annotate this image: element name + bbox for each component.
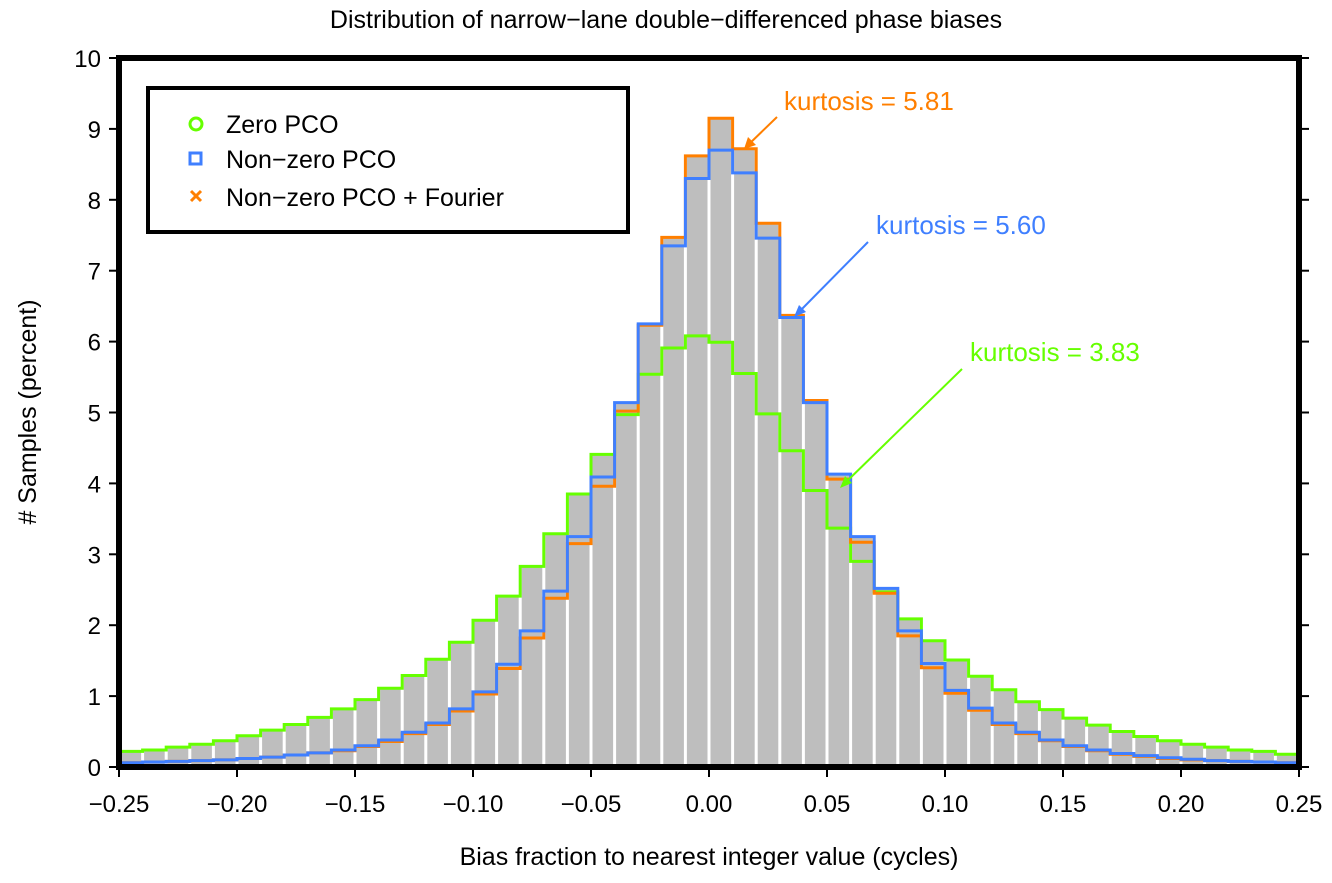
- arrowhead-blue: [794, 305, 806, 317]
- histogram-bar: [332, 708, 354, 767]
- histogram-bar: [1158, 740, 1180, 767]
- legend-label-nonzero-pco: Non−zero PCO: [226, 146, 396, 174]
- legend-box: [146, 86, 630, 234]
- histogram-bar: [356, 699, 378, 767]
- series-line-1: [119, 148, 1299, 765]
- arrowhead-green: [840, 476, 852, 488]
- histogram-bar: [262, 730, 283, 767]
- histogram-bar: [781, 315, 802, 767]
- histogram-bar: [380, 688, 401, 767]
- x-tick-label: 0.15: [1040, 791, 1087, 818]
- histogram-bar: [710, 118, 732, 767]
- histogram-bar: [804, 400, 826, 767]
- x-tick-label: 0.10: [922, 791, 969, 818]
- legend-label-nonzero-pco-fourier: Non−zero PCO + Fourier: [226, 184, 504, 212]
- histogram-bar: [616, 402, 637, 767]
- annotation-kurtosis-orange: kurtosis = 5.81: [784, 86, 954, 116]
- legend-marker-circle: [188, 116, 204, 132]
- histogram-bar: [663, 237, 684, 767]
- y-tick-label: 9: [88, 117, 101, 144]
- x-axis-label: Bias fraction to nearest integer value (…: [460, 843, 959, 871]
- histogram-bar: [993, 689, 1015, 767]
- annotations: kurtosis = 5.81 kurtosis = 5.60 kurtosis…: [744, 86, 1140, 488]
- histogram-bar: [875, 588, 897, 767]
- histogram-bar: [639, 323, 661, 767]
- histogram-bar: [1064, 718, 1086, 767]
- histogram-bar: [1040, 709, 1062, 767]
- histogram-bar: [545, 533, 566, 767]
- histogram-bar: [568, 494, 590, 767]
- annotation-kurtosis-green: kurtosis = 3.83: [970, 337, 1140, 367]
- y-tick-label: 10: [74, 46, 101, 73]
- x-tick-label: −0.05: [561, 791, 622, 818]
- annotation-arrow-blue: [796, 241, 869, 315]
- x-tick-label: −0.20: [207, 791, 268, 818]
- y-tick-label: 6: [88, 330, 101, 357]
- histogram-bar: [1111, 731, 1133, 767]
- y-tick-label: 3: [88, 542, 101, 569]
- histogram-bar: [757, 223, 779, 767]
- x-tick-label: −0.10: [443, 791, 504, 818]
- y-tick-label: 4: [88, 471, 101, 498]
- histogram-bar: [498, 596, 519, 767]
- histogram-bar: [450, 642, 472, 767]
- annotation-kurtosis-blue: kurtosis = 5.60: [876, 210, 1046, 240]
- histogram-bar: [285, 724, 307, 767]
- histogram-bar: [427, 659, 448, 767]
- legend: Zero PCO Non−zero PCO Non−zero PCO + Fou…: [146, 86, 630, 234]
- axes: −0.25 −0.20 −0.15 −0.10 −0.05 0.00 0.05 0.10 0.1…: [74, 46, 1322, 818]
- x-tick-label: 0.25: [1276, 791, 1323, 818]
- histogram-bar: [1135, 736, 1156, 767]
- x-tick-label: 0.00: [686, 791, 733, 818]
- x-tick-label: 0.20: [1158, 791, 1205, 818]
- histogram-bar: [899, 618, 920, 767]
- y-tick-label: 5: [88, 401, 101, 428]
- annotation-arrow-green: [842, 368, 963, 486]
- histogram-bar: [686, 155, 708, 768]
- x-tick-label: 0.05: [804, 791, 851, 818]
- histogram-bar: [828, 474, 850, 767]
- legend-marker-x: [189, 189, 203, 203]
- y-tick-label: 8: [88, 188, 101, 215]
- y-tick-label: 7: [88, 259, 101, 286]
- bars-group: [120, 118, 1298, 768]
- histogram-bar: [970, 676, 991, 767]
- y-axis-label: # Samples (percent): [14, 299, 42, 524]
- chart-title: Distribution of narrow−lane double−diffe…: [330, 6, 1002, 34]
- histogram-bar: [521, 566, 543, 767]
- series-line-0: [119, 334, 1299, 756]
- histogram-bar: [214, 740, 236, 767]
- series-lines: [119, 116, 1299, 765]
- histogram-bar: [238, 735, 260, 767]
- histogram-bar: [946, 659, 968, 767]
- y-tick-label: 2: [88, 613, 101, 640]
- legend-label-zero-pco: Zero PCO: [226, 111, 339, 139]
- histogram-bar: [592, 454, 614, 767]
- legend-marker-square: [188, 151, 203, 166]
- histogram-bar: [1088, 725, 1109, 767]
- x-tick-label: −0.25: [89, 791, 150, 818]
- histogram-bar: [852, 536, 873, 767]
- arrowhead-orange: [744, 137, 756, 149]
- histogram-bar: [191, 744, 212, 767]
- y-tick-label: 1: [88, 684, 101, 711]
- histogram-bar: [403, 675, 425, 767]
- histogram-bar: [734, 148, 755, 767]
- x-tick-label: −0.15: [325, 791, 386, 818]
- histogram-bar: [1182, 744, 1204, 767]
- y-tick-label: 0: [88, 755, 101, 782]
- histogram-bar: [309, 717, 330, 767]
- histogram-bar: [922, 640, 944, 767]
